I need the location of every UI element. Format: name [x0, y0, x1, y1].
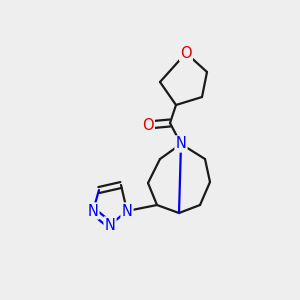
- Text: N: N: [176, 136, 186, 152]
- Text: N: N: [105, 218, 116, 232]
- Text: O: O: [180, 46, 192, 61]
- Text: N: N: [122, 203, 132, 218]
- Text: O: O: [142, 118, 154, 133]
- Text: N: N: [88, 203, 98, 218]
